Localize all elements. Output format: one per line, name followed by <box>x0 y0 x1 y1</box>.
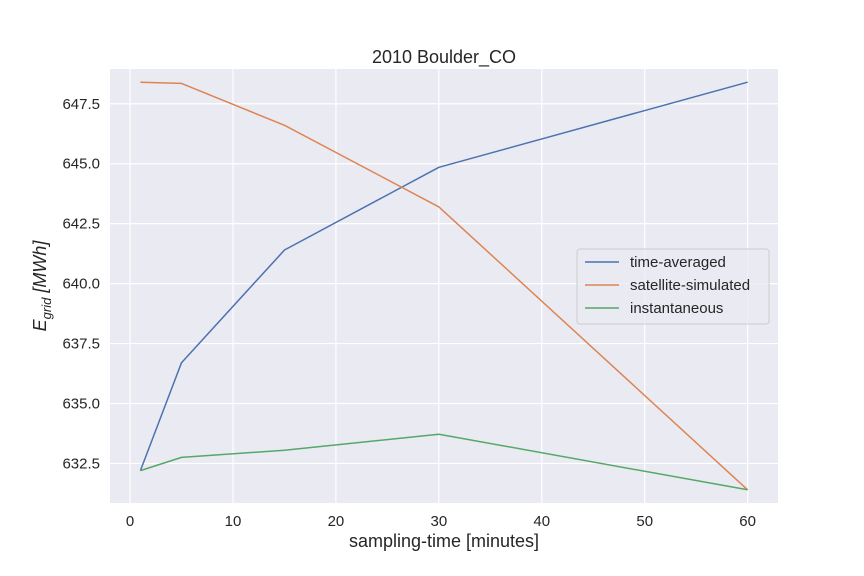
y-axis-label: Egrid [MWh] <box>30 240 54 332</box>
x-tick-label: 30 <box>431 513 448 530</box>
x-tick-label: 0 <box>126 513 134 530</box>
x-tick-label: 10 <box>225 513 242 530</box>
series-line-time-averaged <box>139 81 748 471</box>
y-tick-label: 632.5 <box>62 455 100 472</box>
y-tick-label: 637.5 <box>62 336 100 353</box>
x-tick-labels: 0 10 20 30 40 50 60 <box>126 513 756 530</box>
y-axis-label-base: E <box>30 318 50 331</box>
legend: time-averaged satellite-simulated instanta… <box>576 248 770 325</box>
x-tick-label: 50 <box>636 513 653 530</box>
series-lines <box>139 81 749 491</box>
legend-label: time-averaged <box>630 254 726 271</box>
y-tick-labels: 632.5 635.0 637.5 640.0 642.5 645.0 647.5 <box>62 96 100 473</box>
series-line-satellite-simulated <box>140 81 749 491</box>
y-tick-label: 642.5 <box>62 216 100 233</box>
x-axis-label: sampling-time [minutes] <box>349 531 539 551</box>
y-tick-label: 635.0 <box>62 395 100 412</box>
legend-box <box>576 248 770 325</box>
y-axis-label-unit: [MWh] <box>30 240 50 298</box>
series-line-instantaneous <box>140 433 748 491</box>
y-tick-label: 640.0 <box>62 276 100 293</box>
x-tick-label: 20 <box>328 513 345 530</box>
y-tick-label: 645.0 <box>62 156 100 173</box>
x-tick-label: 60 <box>739 513 756 530</box>
legend-label: instantaneous <box>630 300 723 317</box>
legend-label: satellite-simulated <box>630 277 750 294</box>
y-tick-label: 647.5 <box>62 96 100 113</box>
x-tick-label: 40 <box>533 513 550 530</box>
chart-title: 2010 Boulder_CO <box>372 47 516 68</box>
y-axis-label-subscript: grid <box>39 297 54 319</box>
